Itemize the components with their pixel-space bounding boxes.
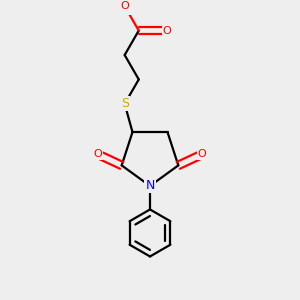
Text: O: O [163, 26, 171, 36]
Text: O: O [197, 149, 206, 159]
Text: O: O [94, 149, 103, 159]
Text: O: O [120, 1, 129, 11]
Text: N: N [145, 179, 155, 193]
Text: S: S [121, 98, 129, 110]
